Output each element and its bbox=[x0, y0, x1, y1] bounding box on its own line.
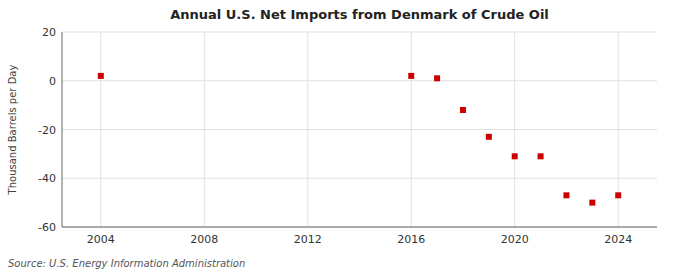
point bbox=[563, 192, 569, 198]
y-tick-label: 0 bbox=[49, 75, 56, 88]
chart-svg: -60 -40 -20 0 20 2004 2008 2012 2016 2020 2024 Annu… bbox=[0, 0, 675, 275]
y-tick-label: -40 bbox=[38, 172, 56, 185]
points bbox=[98, 73, 621, 206]
grid-line-x bbox=[100, 32, 101, 227]
point bbox=[538, 153, 544, 159]
grid bbox=[62, 32, 657, 227]
title: Annual U.S. Net Imports from Denmark of … bbox=[170, 7, 549, 22]
point bbox=[434, 75, 440, 81]
grid-line-y bbox=[62, 80, 657, 81]
point bbox=[589, 200, 595, 206]
y-axis-line bbox=[62, 32, 63, 227]
x-axis-line bbox=[62, 227, 657, 228]
grid-line-x bbox=[514, 32, 515, 227]
point bbox=[615, 192, 621, 198]
grid-line-x bbox=[204, 32, 205, 227]
source-note: Source: U.S. Energy Information Administ… bbox=[8, 258, 245, 269]
x-tick-label: 2012 bbox=[294, 233, 322, 246]
point bbox=[98, 73, 104, 79]
grid-line-y bbox=[62, 227, 657, 228]
x-tick-label: 2024 bbox=[604, 233, 632, 246]
grid-line-y bbox=[62, 129, 657, 130]
point bbox=[486, 134, 492, 140]
grid-line-y bbox=[62, 178, 657, 179]
y-tick-label: -20 bbox=[38, 124, 56, 137]
x-tick-label: 2016 bbox=[397, 233, 425, 246]
grid-line-x bbox=[411, 32, 412, 227]
y-axis-label: Thousand Barrels per Day bbox=[7, 65, 18, 196]
point bbox=[460, 107, 466, 113]
point bbox=[408, 73, 414, 79]
chart-container: -60 -40 -20 0 20 2004 2008 2012 2016 2020 2024 Annu… bbox=[0, 0, 675, 275]
y-tick-label: 20 bbox=[42, 26, 56, 39]
grid-line-y bbox=[62, 32, 657, 33]
x-tick-label: 2020 bbox=[501, 233, 529, 246]
x-tick-label: 2004 bbox=[87, 233, 115, 246]
grid-line-x bbox=[307, 32, 308, 227]
x-tick-label: 2008 bbox=[190, 233, 218, 246]
point bbox=[512, 153, 518, 159]
y-tick-label: -60 bbox=[38, 221, 56, 234]
